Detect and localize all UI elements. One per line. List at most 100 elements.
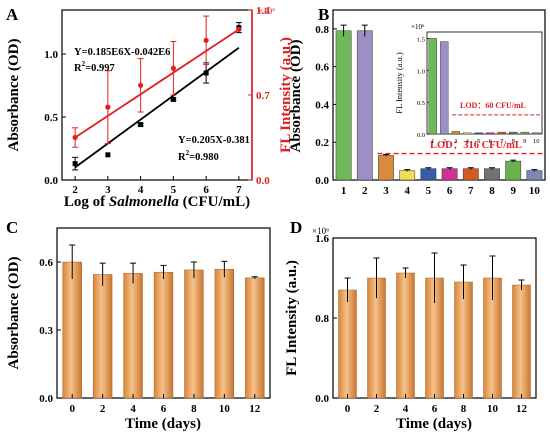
data-point-red (138, 82, 144, 88)
fit-line-red (74, 28, 240, 139)
inset-x-tick-label: 9 (523, 138, 526, 145)
series-group-a (72, 15, 242, 171)
x-tick-label-a: 7 (236, 184, 242, 196)
inset-x-tick-label: 10 (533, 138, 540, 145)
multiplier-d: ×10⁶ (312, 226, 329, 236)
bar-b-2 (356, 30, 373, 181)
x-axis-label-a: Log of Salmonella (CFU/mL) (64, 194, 250, 210)
r2-black-sup: 2 (186, 149, 190, 157)
x-tick-label-d: 12 (516, 403, 528, 415)
x-tick-label-d: 2 (374, 403, 380, 415)
data-point-black (138, 122, 144, 128)
x-tick-label-a: 2 (72, 184, 78, 196)
y-axis-label-b: Absorbance (OD) (288, 40, 304, 153)
y-axis-ticks-b: 0.0 0.2 0.4 0.6 0.8 (315, 24, 337, 187)
x-axis-label-suffix: (CFU/mL) (179, 194, 250, 210)
inset-x-tick-label: 4 (466, 138, 470, 145)
inset-b: 0.00.51.01.51 2 3 4 5 6 7 8 9 10 FL Intensity (a.… (394, 23, 543, 145)
x-tick-label-c: 0 (69, 403, 75, 415)
panel-a: A 0.0 0.5 1.0 0.0 0.7 1.4 2 3 4 5 6 7 Y=0.185E6X-… (6, 5, 294, 210)
x-tick-label-d: 4 (403, 403, 409, 415)
inset-bar-7 (497, 131, 506, 135)
x-tick-label-a: 6 (203, 184, 209, 196)
y-tick-label-left-a: 1.0 (44, 49, 58, 61)
y-tick-label-c: 0.0 (39, 393, 53, 405)
data-point-black (203, 70, 209, 76)
inset-x-tick-label: 8 (512, 138, 515, 145)
y-tick-label-c: 0.6 (39, 257, 53, 269)
bar-b-8 (484, 168, 500, 181)
right-multiplier-a: ×10⁶ (258, 6, 275, 16)
y-tick-label-b: 0.0 (315, 175, 329, 187)
y-tick-label-d: 1.6 (315, 233, 329, 245)
inset-x-tick-label: 2 (443, 138, 446, 145)
x-tick-label-b: 9 (510, 185, 516, 197)
data-point-red (203, 37, 209, 43)
r2-red: R2=0.997 (74, 60, 115, 74)
equation-red: Y=0.185E6X-0.042E6 (74, 47, 170, 58)
panel-d: D 0.0 0.8 1.6 0 2 4 6 8 10 12 FL Intensity (a.u.… (284, 218, 537, 432)
bar-b-10 (526, 170, 543, 181)
plot-frame-a (61, 9, 253, 181)
r2-black-value: =0.980 (189, 152, 219, 163)
left-axis-ticks-a: 0.0 0.5 1.0 (44, 49, 66, 187)
x-tick-label-c: 10 (219, 403, 231, 415)
x-tick-label-c: 12 (249, 403, 261, 415)
inset-bar-4 (463, 132, 472, 135)
x-tick-label-c: 2 (100, 403, 106, 415)
data-point-black (72, 161, 78, 167)
r2-red-base: R (74, 63, 82, 74)
y-tick-label-b: 0.6 (315, 62, 329, 74)
bar-c-2 (92, 274, 113, 399)
inset-bar-3 (451, 131, 460, 135)
y-tick-label-b: 0.4 (315, 99, 329, 111)
right-axis-ticks-a: 0.0 0.7 1.4 (248, 5, 270, 187)
lod-label-b: LOD：316 CFU/mL (430, 140, 522, 151)
panel-b: B 0.00.20.40.60.8 1 2 3 4 5 6 7 8 9 10 Absorbance… (288, 5, 546, 197)
fit-line-black (74, 47, 240, 169)
panel-label-b: B (318, 5, 329, 24)
y-tick-label-left-a: 0.5 (44, 112, 58, 124)
inset-bar-5 (474, 132, 483, 135)
inset-x-tick-label: 7 (500, 138, 504, 145)
x-axis-label-c: Time (days) (125, 416, 201, 432)
x-tick-label-c: 8 (191, 403, 197, 415)
inset-bar-10 (532, 132, 541, 135)
inset-y-label: FL Intensity (a.u.) (394, 52, 404, 114)
bars-d: 0 2 4 6 8 10 12 (338, 252, 531, 415)
inset-x-tick-label: 5 (477, 138, 480, 145)
bar-d-4 (396, 272, 415, 399)
bar-c-0 (62, 261, 82, 399)
x-tick-label-a: 4 (138, 184, 144, 196)
bar-b-9 (505, 160, 522, 181)
x-tick-label-b: 2 (362, 185, 368, 197)
x-tick-label-a: 3 (105, 184, 111, 196)
y-tick-label-d: 0.0 (315, 393, 329, 405)
inset-x-tick-label: 1 (431, 138, 434, 145)
y-axis-label-left-a: Absorbance (OD) (6, 39, 22, 152)
inset-x-tick-label: 6 (489, 138, 493, 145)
bar-b-4 (399, 170, 416, 181)
bar-c-10 (214, 269, 235, 399)
inset-bar-6 (486, 132, 495, 135)
r2-red-value: =0.997 (85, 63, 115, 74)
y-tick-label-right-a: 1.4 (256, 5, 270, 17)
bar-c-4 (123, 273, 143, 399)
plot-frame-b (332, 9, 546, 181)
panel-label-a: A (6, 5, 19, 24)
y-axis-label-c: Absorbance (OD) (6, 257, 22, 370)
y-tick-label-b: 0.2 (315, 137, 329, 149)
y-tick-label-b: 0.8 (315, 24, 329, 36)
r2-black: R2=0.980 (178, 149, 219, 163)
r2-black-base: R (178, 152, 186, 163)
y-tick-label-d: 0.8 (315, 313, 329, 325)
x-tick-label-b: 5 (426, 185, 432, 197)
x-tick-label-b: 7 (468, 185, 474, 197)
x-tick-label-b: 8 (489, 185, 495, 197)
x-tick-label-d: 0 (345, 403, 351, 415)
y-tick-label-right-a: 0.0 (256, 175, 270, 187)
x-tick-label-b: 3 (383, 185, 389, 197)
x-axis-ticks-a: 2 3 4 5 6 7 (72, 176, 242, 196)
data-point-red (72, 134, 78, 141)
inset-y-tick-label: 0.5 (417, 100, 425, 107)
